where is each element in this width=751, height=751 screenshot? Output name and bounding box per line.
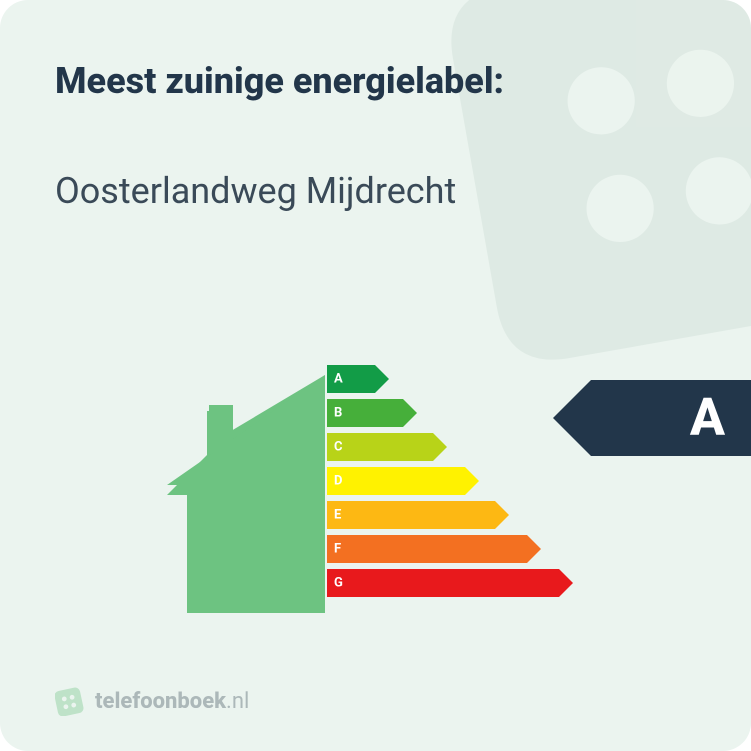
- energy-bar-d: D: [327, 467, 479, 495]
- energy-bar-a: A: [327, 365, 389, 393]
- energy-bar-label: B: [334, 406, 342, 421]
- energy-bar-label: F: [334, 542, 341, 557]
- energy-card: Meest zuinige energielabel: Oosterlandwe…: [0, 0, 751, 751]
- energy-bar-label: G: [334, 576, 343, 591]
- watermark-icon: [451, 0, 751, 364]
- selected-label-badge: A: [553, 380, 751, 456]
- footer-brand-tld: .nl: [226, 689, 249, 714]
- energy-bar-f: F: [327, 535, 541, 563]
- energy-bar-b: B: [327, 399, 417, 427]
- footer-brand: telefoonboek.nl: [55, 686, 249, 716]
- energy-chart: A B C D E F G: [167, 365, 587, 625]
- energy-bar-label: D: [334, 474, 342, 489]
- energy-bar-label: E: [334, 508, 341, 523]
- card-title: Meest zuinige energielabel:: [55, 60, 504, 102]
- energy-bar-label: C: [334, 440, 343, 455]
- energy-bar-label: A: [334, 372, 343, 387]
- card-subtitle: Oosterlandweg Mijdrecht: [55, 170, 456, 212]
- energy-bar-c: C: [327, 433, 447, 461]
- house-icon: [167, 375, 325, 617]
- selected-label-letter: A: [690, 392, 725, 444]
- energy-bar-e: E: [327, 501, 509, 529]
- footer-brand-name: telefoonboek: [95, 689, 226, 714]
- phone-book-icon: [55, 686, 85, 716]
- energy-bar-g: G: [327, 569, 573, 597]
- footer-text: telefoonboek.nl: [95, 689, 249, 714]
